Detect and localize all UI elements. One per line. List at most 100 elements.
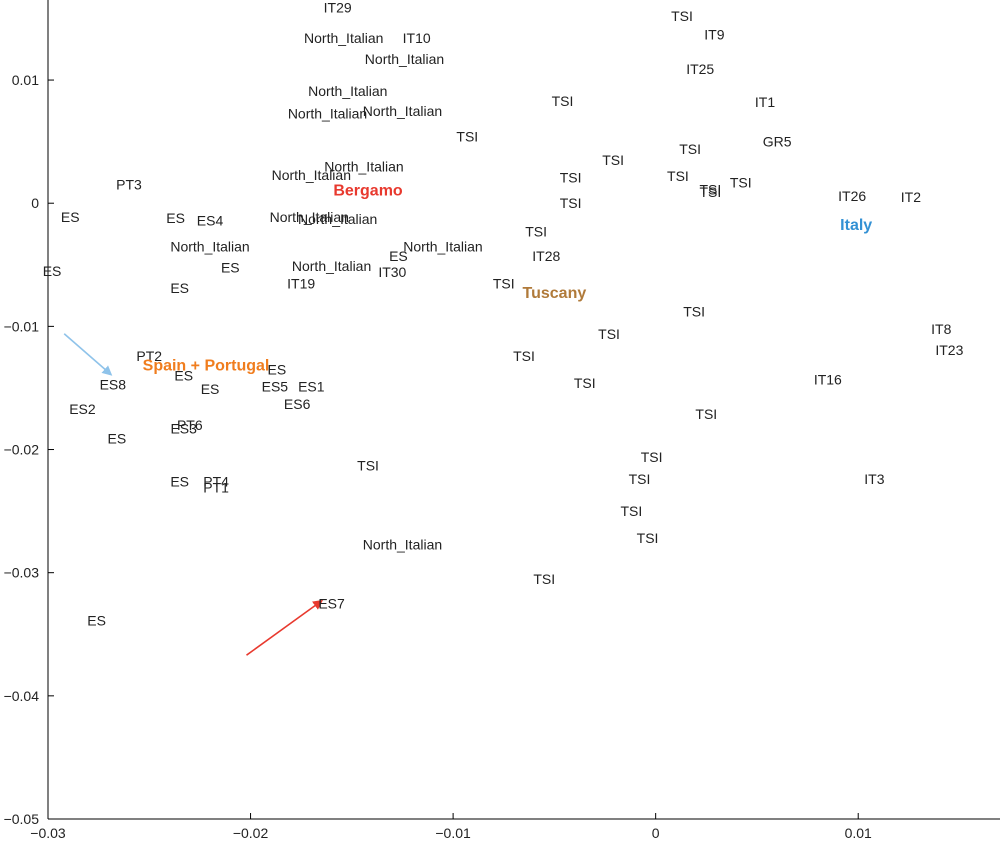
y-tick-label: −0.01 (4, 318, 40, 334)
data-point-label: TSI (602, 152, 624, 168)
data-point-label: TSI (574, 375, 596, 391)
data-point-label: IT28 (532, 248, 560, 264)
data-point-label: TSI (456, 129, 478, 145)
data-point-label: ES (108, 430, 127, 446)
data-point-label: North_Italian (308, 83, 387, 99)
data-point-label: TSI (679, 141, 701, 157)
data-point-label: IT26 (838, 188, 866, 204)
data-point-label: North_Italian (363, 103, 442, 119)
data-point-label: TSI (598, 326, 620, 342)
x-tick-label: 0.01 (845, 825, 872, 841)
data-point-label: TSI (699, 184, 721, 200)
data-point-label: ES (166, 210, 185, 226)
data-point-label: ES (61, 209, 80, 225)
data-point-label: IT29 (324, 0, 352, 15)
data-point-label: ES (170, 474, 189, 490)
data-point-label: IT19 (287, 275, 315, 291)
data-point-label: North_Italian (270, 209, 349, 225)
data-point-label: North_Italian (292, 258, 371, 274)
data-point-label: TSI (357, 458, 379, 474)
data-point-label: ES (268, 361, 287, 377)
data-point-label: IT16 (814, 371, 842, 387)
data-point-label: IT10 (403, 30, 431, 46)
data-point-label: ES (174, 368, 193, 384)
data-point-label: TSI (667, 168, 689, 184)
data-point-label: ES (389, 248, 408, 264)
data-point-label: TSI (560, 169, 582, 185)
data-point-label: North_Italian (288, 105, 367, 121)
data-point-label: ES (87, 613, 106, 629)
data-point-label: IT2 (901, 189, 921, 205)
data-point-label: ES4 (197, 212, 224, 228)
data-point-label: ES1 (298, 379, 325, 395)
data-point-label: IT8 (931, 321, 951, 337)
data-point-label: IT1 (755, 94, 775, 110)
annotation-arrow (246, 599, 324, 656)
data-point-label: North_Italian (170, 238, 249, 254)
data-point-label: ES2 (69, 401, 96, 417)
data-point-label: IT30 (378, 264, 406, 280)
data-point-label: ES (201, 381, 220, 397)
data-point-label: TSI (513, 348, 535, 364)
data-point-label: TSI (552, 93, 574, 109)
data-point-label: North_Italian (298, 211, 377, 227)
data-point-label: TSI (699, 182, 721, 198)
data-point-label: TSI (560, 195, 582, 211)
data-point-label: North_Italian (403, 238, 482, 254)
y-tick-label: 0.01 (12, 72, 39, 88)
x-tick-label: 0 (652, 825, 660, 841)
axes: 0.010−0.01−0.02−0.03−0.04−0.05−0.03 −0.02… (4, 0, 1000, 841)
data-point-label: TSI (683, 304, 705, 320)
data-point-label: TSI (730, 174, 752, 190)
data-point-label: IT3 (864, 471, 884, 487)
y-tick-label: −0.05 (4, 811, 40, 827)
data-point-label: PT3 (116, 177, 142, 193)
data-point-label: IT9 (704, 26, 724, 42)
y-tick-label: −0.03 (4, 565, 40, 581)
data-point-label: ES (221, 259, 240, 275)
data-point-label: TSI (525, 224, 547, 240)
data-point-label: TSI (620, 503, 642, 519)
data-point-label: GR5 (763, 134, 792, 150)
x-tick-label: −0.03 (30, 825, 66, 841)
data-point-label: ES8 (100, 376, 127, 392)
y-tick-label: −0.02 (4, 442, 40, 458)
data-point-label: PT4 (203, 474, 229, 490)
data-point-label: ES (170, 280, 189, 296)
data-point-label: ES6 (284, 396, 311, 412)
data-point-label: ES3 (170, 421, 197, 437)
group-label: Bergamo (333, 183, 403, 200)
data-point-label: ES (43, 263, 62, 279)
group-labels: Bergamo Italy Tuscany Spain + Portugal (143, 183, 873, 375)
data-point-label: TSI (637, 530, 659, 546)
y-tick-label: −0.04 (4, 688, 40, 704)
data-point-label: TSI (493, 275, 515, 291)
data-point-label: PT2 (136, 348, 162, 364)
data-point-label: IT25 (686, 61, 714, 77)
data-point-label: North_Italian (304, 30, 383, 46)
data-point-label: ES7 (318, 595, 345, 611)
data-point-label: TSI (695, 406, 717, 422)
data-point-label: PT6 (177, 417, 203, 433)
x-tick-label: −0.02 (233, 825, 269, 841)
group-label: Italy (840, 217, 872, 234)
data-point-label: PT1 (203, 480, 229, 496)
group-label: Spain + Portugal (143, 358, 270, 375)
data-point-label: North_Italian (324, 158, 403, 174)
data-point-label: North_Italian (365, 51, 444, 67)
data-point-label: TSI (533, 571, 555, 587)
data-point-label: TSI (671, 8, 693, 24)
x-tick-label: −0.01 (435, 825, 471, 841)
data-point-label: North_Italian (363, 536, 442, 552)
data-point-label: North_Italian (272, 167, 351, 183)
data-point-label: IT23 (935, 342, 963, 358)
y-tick-label: 0 (31, 195, 39, 211)
arrows (63, 333, 324, 656)
group-label: Tuscany (523, 285, 587, 302)
annotation-arrow (63, 333, 113, 376)
data-point-label: TSI (641, 449, 663, 465)
data-point-label: ES5 (262, 379, 289, 395)
data-point-label: TSI (629, 471, 651, 487)
